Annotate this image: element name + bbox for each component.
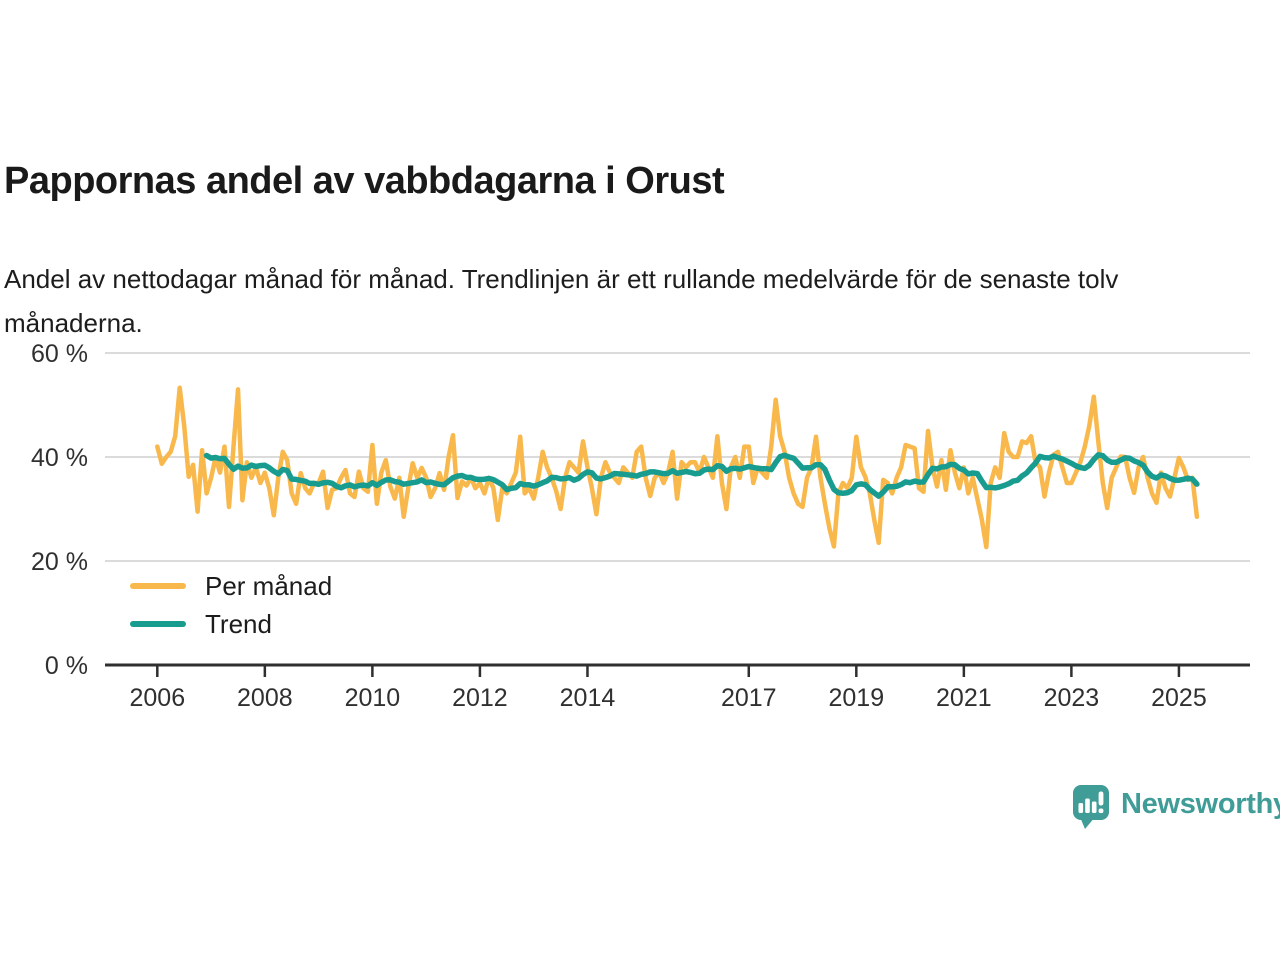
newsworthy-wordmark: Newsworthy: [1121, 788, 1280, 820]
chart-legend: Per månad Trend: [130, 567, 332, 643]
svg-text:2021: 2021: [936, 684, 992, 712]
svg-text:20 %: 20 %: [31, 548, 88, 576]
svg-text:2006: 2006: [129, 684, 185, 712]
trend-line-swatch: [130, 621, 186, 627]
legend-item-trend: Trend: [130, 605, 332, 643]
legend-item-per-manad: Per månad: [130, 567, 332, 605]
svg-text:2014: 2014: [560, 684, 616, 712]
svg-text:40 %: 40 %: [31, 444, 88, 472]
newsworthy-speech-bubble-bar-chart-icon: [1073, 785, 1109, 829]
svg-text:2023: 2023: [1044, 684, 1100, 712]
svg-text:2010: 2010: [345, 684, 401, 712]
monthly-line-swatch: [130, 583, 186, 589]
svg-text:0 %: 0 %: [45, 652, 88, 680]
legend-label-trend: Trend: [205, 608, 272, 639]
svg-text:2012: 2012: [452, 684, 508, 712]
svg-text:2019: 2019: [828, 684, 884, 712]
newsworthy-logo: Newsworthy: [1072, 784, 1280, 829]
svg-text:2017: 2017: [721, 684, 777, 712]
svg-text:60 %: 60 %: [31, 340, 88, 368]
page-title: Pappornas andel av vabbdagarna i Orust: [4, 160, 725, 203]
legend-label-per-manad: Per månad: [205, 570, 333, 601]
page-subtitle: Andel av nettodagar månad för månad. Tre…: [4, 264, 1119, 339]
svg-text:2008: 2008: [237, 684, 293, 712]
svg-text:2025: 2025: [1151, 684, 1207, 712]
